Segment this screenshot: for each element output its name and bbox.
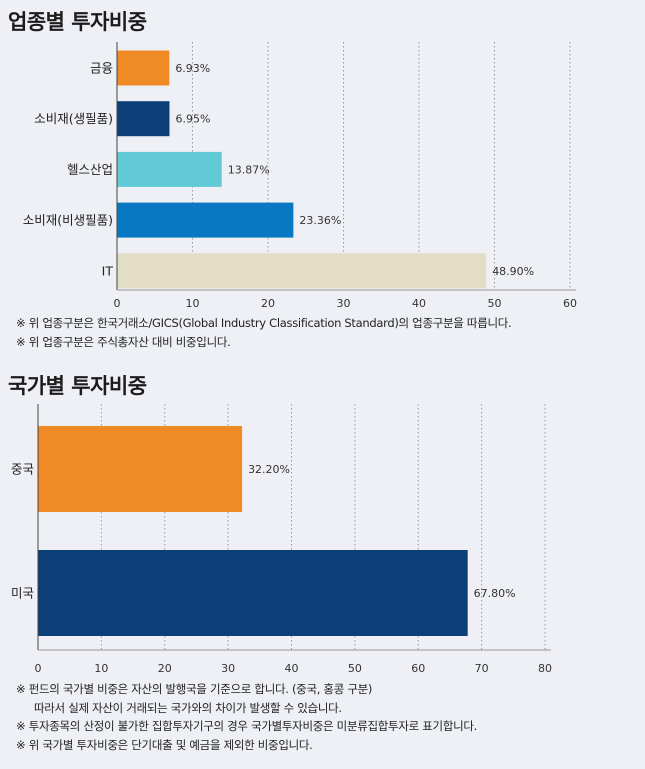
bar-0: [117, 50, 170, 86]
x-tick-label: 20: [158, 662, 172, 675]
category-label: 금융: [90, 61, 113, 76]
data-label: 32.20%: [248, 463, 290, 476]
x-tick-label: 70: [475, 662, 489, 675]
sector-chart-title: 업종별 투자비중: [8, 10, 147, 34]
category-label: 중국: [11, 462, 34, 477]
sector-notes: ※ 위 업종구분은 한국거래소/GICS(Global Industry Cla…: [16, 314, 512, 351]
x-tick-label: 80: [538, 662, 552, 675]
category-label: 헬스산업: [67, 162, 113, 177]
country-note: ※ 투자종목의 산정이 불가한 집합투자기구의 경우 국가별투자비중은 미분류집…: [16, 719, 478, 733]
bar-1: [117, 101, 170, 137]
data-label: 23.36%: [299, 214, 341, 227]
sector-note: ※ 위 업종구분은 한국거래소/GICS(Global Industry Cla…: [16, 316, 512, 330]
data-label: 6.95%: [175, 113, 210, 126]
country-bar-chart: 중국 32.20% 미국 67.80% 0 10 20 30 40 50 60 70 80: [11, 404, 552, 675]
x-tick-label: 0: [35, 662, 42, 675]
bar-0: [38, 426, 243, 512]
country-note: ※ 펀드의 국가별 비중은 자산의 발행국을 기준으로 합니다. (중국, 홍콩…: [16, 682, 373, 696]
x-tick-label: 60: [563, 297, 577, 310]
x-tick-label: 0: [114, 297, 121, 310]
country-note: 따라서 실제 자산이 거래되는 국가와의 차이가 발생할 수 있습니다.: [34, 700, 342, 715]
category-label: IT: [102, 263, 114, 278]
x-tick-label: 20: [261, 297, 275, 310]
sector-note: ※ 위 업종구분은 주식총자산 대비 비중입니다.: [16, 334, 231, 349]
x-tick-label: 60: [411, 662, 425, 675]
x-tick-label: 10: [94, 662, 108, 675]
x-tick-label: 40: [412, 297, 426, 310]
country-notes: ※ 펀드의 국가별 비중은 자산의 발행국을 기준으로 합니다. (중국, 홍콩…: [16, 680, 477, 754]
x-tick-label: 10: [186, 297, 200, 310]
data-label: 13.87%: [228, 163, 270, 176]
x-tick-label: 50: [348, 662, 362, 675]
bar-4: [117, 253, 487, 289]
x-tick-label: 30: [221, 662, 235, 675]
country-chart-title: 국가별 투자비중: [8, 374, 147, 398]
x-tick-label: 40: [285, 662, 299, 675]
sector-bar-chart: 금융 6.93% 소비재(생필품) 6.95% 헬스산업 13.87% 소비재(비생필품) 2…: [23, 42, 577, 310]
data-label: 6.93%: [175, 62, 210, 75]
data-label: 48.90%: [492, 265, 534, 278]
bar-3: [117, 202, 294, 238]
bar-2: [117, 151, 222, 187]
category-label: 소비재(생필품): [34, 111, 113, 126]
category-label: 미국: [11, 586, 34, 601]
data-label: 67.80%: [474, 587, 516, 600]
x-tick-label: 50: [488, 297, 502, 310]
bar-1: [38, 550, 468, 636]
category-label: 소비재(비생필품): [23, 213, 113, 228]
country-note: ※ 위 국가별 투자비중은 단기대출 및 예금을 제외한 비중입니다.: [16, 737, 313, 752]
x-tick-label: 30: [337, 297, 351, 310]
